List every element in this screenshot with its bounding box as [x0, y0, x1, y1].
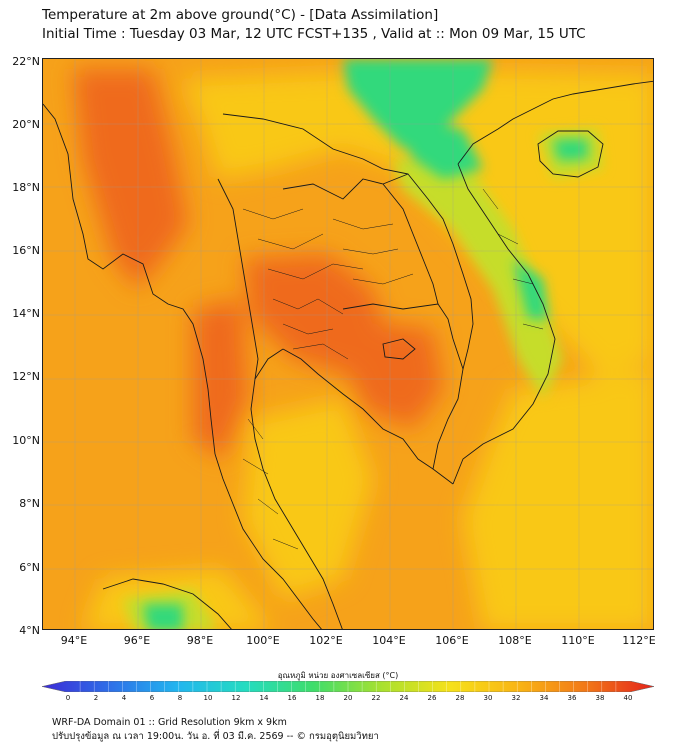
map-panel[interactable]	[42, 58, 654, 630]
lat-label-14n: 14°N	[12, 307, 40, 320]
lat-label-20n: 20°N	[12, 118, 40, 131]
lat-label-4n: 4°N	[19, 624, 40, 637]
lat-label-8n: 8°N	[19, 497, 40, 510]
lon-label-102e: 102°E	[309, 634, 343, 647]
lon-label-96e: 96°E	[123, 634, 151, 647]
cambodia-vietnam-border	[432, 338, 464, 470]
colorbar-separators	[79, 681, 617, 692]
colorbar-tick: 26	[427, 694, 437, 702]
province-lines-northeast	[332, 218, 414, 285]
province-lines-north	[242, 208, 364, 280]
cold-zone-south-china	[343, 59, 493, 149]
footer-update-info: ปรับปรุงข้อมูล ณ เวลา 19:00น. วัน อ. ที่…	[52, 731, 379, 742]
laos-vietnam-border	[382, 173, 474, 370]
colorbar-tick: 6	[149, 694, 155, 702]
cool-zone-annamite	[393, 159, 563, 399]
colorbar-tick: 20	[343, 694, 353, 702]
thai-malay-peninsula-east-coast	[250, 348, 343, 629]
myanmar-thailand-border	[217, 178, 259, 380]
colorbar-tick: 38	[595, 694, 605, 702]
lon-label-104e: 104°E	[372, 634, 406, 647]
footer-model-info: WRF-DA Domain 01 :: Grid Resolution 9km …	[52, 717, 287, 728]
lat-label-12n: 12°N	[12, 370, 40, 383]
colorbar-tick: 4	[121, 694, 127, 702]
lon-label-110e: 110°E	[561, 634, 595, 647]
thai-malay-peninsula-west-coast	[214, 453, 322, 629]
colorbar-tick: 14	[259, 694, 269, 702]
lat-label-6n: 6°N	[19, 561, 40, 574]
temperature-field-cold-zones	[143, 59, 588, 629]
lat-label-16n: 16°N	[12, 244, 40, 257]
lat-label-18n: 18°N	[12, 181, 40, 194]
province-lines-central	[272, 298, 349, 360]
footer: WRF-DA Domain 01 :: Grid Resolution 9km …	[52, 716, 379, 744]
colorbar-tick: 0	[65, 694, 71, 702]
colorbar-tick: 16	[287, 694, 297, 702]
cold-zone-north-vietnam	[393, 119, 483, 179]
province-lines-vietnam	[482, 188, 544, 330]
china-north-border	[222, 113, 409, 175]
colorbar-tick: 36	[567, 694, 577, 702]
colorbar-tick: 8	[177, 694, 183, 702]
myanmar-west-coastline	[43, 103, 216, 455]
colorbar	[42, 681, 654, 692]
lat-label-22n: 22°N	[12, 55, 40, 68]
lat-label-10n: 10°N	[12, 434, 40, 447]
country-borders	[43, 80, 653, 629]
cold-zone-hainan-centre	[553, 139, 588, 161]
cold-zone-sumatra	[143, 604, 183, 629]
lon-label-108e: 108°E	[498, 634, 532, 647]
hainan-island	[537, 130, 604, 178]
province-lines-south	[242, 418, 299, 550]
chart-title: Temperature at 2m above ground(°C) - [Da…	[42, 6, 586, 44]
temperature-map	[43, 59, 653, 629]
hot-zone-cambodia	[343, 319, 443, 429]
lon-label-98e: 98°E	[186, 634, 214, 647]
sumatra-coast	[102, 578, 232, 629]
colorbar-tick: 40	[623, 694, 633, 702]
title-line-1: Temperature at 2m above ground(°C) - [Da…	[42, 7, 439, 23]
lon-label-94e: 94°E	[60, 634, 88, 647]
colorbar-tick: 22	[371, 694, 381, 702]
lat-lon-grid	[43, 59, 653, 629]
colorbar-tick: 12	[231, 694, 241, 702]
thailand-cambodia-border	[342, 303, 454, 340]
mekong-delta-coast	[452, 163, 556, 485]
colorbar-tick: 32	[511, 694, 521, 702]
gulf-of-thailand-coast	[282, 348, 454, 485]
province-borders	[242, 188, 544, 550]
lon-label-100e: 100°E	[246, 634, 280, 647]
tonle-sap	[382, 338, 416, 360]
title-line-2: Initial Time : Tuesday 03 Mar, 12 UTC FC…	[42, 26, 586, 42]
colorbar-tick: 18	[315, 694, 325, 702]
colorbar-title: อุณหภูมิ หน่วย องศาเซลเซียส (°C)	[277, 671, 399, 680]
mild-zone-gulf	[243, 399, 373, 599]
colorbar-tick: 24	[399, 694, 409, 702]
lon-label-112e: 112°E	[622, 634, 656, 647]
thailand-laos-border	[282, 178, 439, 305]
colorbar-tick: 30	[483, 694, 493, 702]
lon-label-106e: 106°E	[435, 634, 469, 647]
mild-zone-south-china-sea	[463, 369, 653, 629]
cold-zone-central-highlands	[513, 259, 548, 319]
colorbar-tick: 34	[539, 694, 549, 702]
colorbar-tick: 2	[93, 694, 99, 702]
colorbar-tick: 28	[455, 694, 465, 702]
colorbar-tick: 10	[203, 694, 213, 702]
north-vietnam-coast	[457, 80, 653, 165]
